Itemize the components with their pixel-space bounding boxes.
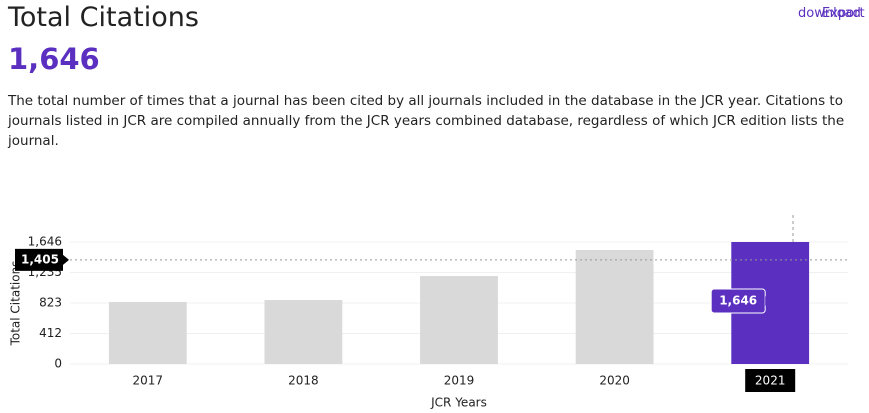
page-title: Total Citations (8, 2, 199, 33)
x-axis-title: JCR Years (430, 396, 487, 410)
bar (108, 302, 187, 364)
x-tick-label: 2019 (444, 374, 475, 388)
x-tick-highlight (745, 369, 796, 392)
description: The total number of times that a journal… (8, 93, 845, 149)
y-tick-label: 0 (54, 357, 62, 371)
y-axis-title: Total Citations (9, 261, 23, 347)
bar (264, 300, 343, 364)
bar (575, 250, 654, 364)
y-tick-label: 823 (39, 296, 62, 310)
x-tick-label: 2017 (133, 374, 164, 388)
export-link[interactable]: Export (822, 6, 865, 21)
crosshair-label: 1,405 (21, 252, 59, 266)
value-label: 1,646 (719, 294, 757, 308)
y-tick-label: 1,646 (28, 235, 62, 249)
x-tick-label: 2020 (599, 374, 630, 388)
bar (420, 276, 498, 364)
metric-value: 1,646 (8, 42, 100, 76)
y-tick-label: 412 (39, 326, 62, 340)
tooltip-arrow (765, 296, 771, 306)
crosshair-label-box (15, 248, 63, 271)
x-tick-label: 2018 (288, 374, 319, 388)
x-tick-label: 2021 (755, 374, 786, 388)
download-link[interactable]: download (798, 6, 861, 21)
crosshair-arrow (63, 254, 69, 265)
